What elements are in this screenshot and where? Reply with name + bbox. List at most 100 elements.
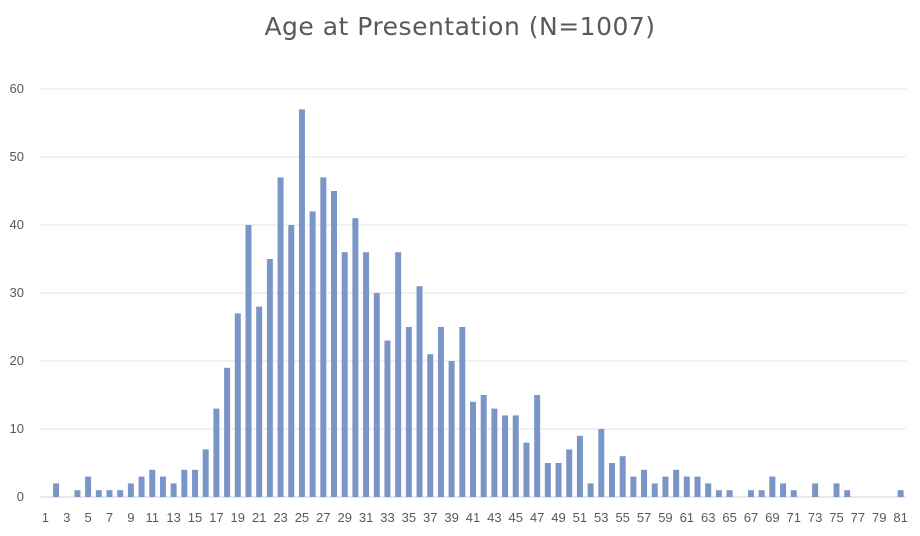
bar-age-56 bbox=[630, 476, 637, 497]
bar-age-16 bbox=[202, 449, 209, 497]
x-tick-label: 65 bbox=[722, 510, 736, 525]
x-tick-label: 51 bbox=[573, 510, 587, 525]
bar-age-52 bbox=[587, 483, 594, 497]
bar-age-17 bbox=[213, 408, 220, 497]
y-tick-label: 60 bbox=[10, 81, 24, 96]
bar-age-54 bbox=[608, 463, 615, 497]
y-tick-label: 40 bbox=[10, 217, 24, 232]
x-tick-label: 55 bbox=[615, 510, 629, 525]
x-tick-label: 5 bbox=[84, 510, 91, 525]
bar-age-33 bbox=[384, 340, 391, 497]
bar-age-40 bbox=[459, 327, 466, 497]
bar-age-43 bbox=[491, 408, 498, 497]
bar-age-67 bbox=[747, 490, 754, 497]
x-tick-label: 77 bbox=[851, 510, 865, 525]
x-tick-label: 29 bbox=[337, 510, 351, 525]
bar-age-44 bbox=[502, 415, 509, 497]
bar-age-24 bbox=[288, 225, 295, 497]
x-tick-label: 17 bbox=[209, 510, 223, 525]
x-tick-label: 71 bbox=[787, 510, 801, 525]
bar-age-55 bbox=[619, 456, 626, 497]
bar-age-47 bbox=[534, 395, 541, 497]
bar-age-51 bbox=[576, 435, 583, 497]
x-tick-label: 49 bbox=[551, 510, 565, 525]
x-tick-label: 33 bbox=[380, 510, 394, 525]
bar-age-4 bbox=[74, 490, 81, 497]
bar-age-57 bbox=[641, 469, 648, 497]
bar-age-15 bbox=[192, 469, 199, 497]
bar-age-69 bbox=[769, 476, 776, 497]
x-tick-label: 1 bbox=[42, 510, 49, 525]
x-tick-label: 11 bbox=[146, 510, 160, 525]
bar-age-18 bbox=[224, 367, 231, 497]
bar-age-75 bbox=[833, 483, 840, 497]
x-tick-label: 73 bbox=[808, 510, 822, 525]
bar-age-59 bbox=[662, 476, 669, 497]
bar-age-49 bbox=[555, 463, 562, 497]
bar-age-61 bbox=[683, 476, 690, 497]
bar-age-8 bbox=[117, 490, 124, 497]
bar-age-30 bbox=[352, 218, 359, 497]
x-tick-label: 43 bbox=[487, 510, 501, 525]
x-tick-label: 3 bbox=[63, 510, 70, 525]
bar-age-20 bbox=[245, 225, 252, 497]
bar-age-41 bbox=[470, 401, 476, 497]
y-tick-label: 20 bbox=[10, 353, 24, 368]
bar-age-12 bbox=[159, 476, 166, 497]
bar-age-21 bbox=[256, 306, 263, 497]
bar-age-10 bbox=[138, 476, 145, 497]
y-tick-label: 10 bbox=[10, 421, 24, 436]
bar-age-11 bbox=[149, 469, 156, 497]
bar-age-39 bbox=[448, 361, 455, 497]
bar-age-81 bbox=[897, 490, 904, 497]
bar-age-63 bbox=[705, 483, 712, 497]
x-tick-label: 45 bbox=[509, 510, 523, 525]
x-tick-label: 59 bbox=[658, 510, 672, 525]
x-tick-label: 15 bbox=[188, 510, 202, 525]
bar-age-19 bbox=[234, 313, 241, 497]
x-tick-label: 67 bbox=[744, 510, 758, 525]
bar-age-65 bbox=[726, 490, 733, 497]
bar-age-13 bbox=[170, 483, 177, 497]
bar-age-42 bbox=[480, 395, 487, 497]
x-tick-label: 79 bbox=[872, 510, 886, 525]
bar-age-35 bbox=[405, 327, 412, 497]
x-tick-label: 61 bbox=[680, 510, 694, 525]
x-tick-label: 35 bbox=[402, 510, 416, 525]
bar-age-34 bbox=[395, 252, 402, 497]
x-tick-label: 13 bbox=[166, 510, 180, 525]
x-tick-label: 57 bbox=[637, 510, 651, 525]
y-tick-label: 50 bbox=[10, 149, 24, 164]
x-tick-label: 37 bbox=[423, 510, 437, 525]
x-tick-label: 19 bbox=[231, 510, 245, 525]
bar-age-29 bbox=[341, 252, 348, 497]
bar-age-31 bbox=[363, 252, 370, 497]
x-tick-label: 39 bbox=[444, 510, 458, 525]
x-tick-label: 23 bbox=[273, 510, 287, 525]
bar-age-73 bbox=[812, 483, 819, 497]
x-tick-label: 47 bbox=[530, 510, 544, 525]
bars bbox=[53, 109, 904, 498]
bar-age-68 bbox=[758, 490, 765, 497]
x-tick-label: 41 bbox=[466, 510, 480, 525]
bar-age-27 bbox=[320, 177, 327, 497]
bar-age-70 bbox=[780, 483, 787, 497]
y-tick-label: 30 bbox=[10, 285, 24, 300]
gridlines bbox=[40, 88, 906, 430]
bar-age-25 bbox=[298, 109, 305, 498]
x-tick-label: 81 bbox=[893, 510, 907, 525]
x-tick-label: 9 bbox=[127, 510, 134, 525]
bar-age-22 bbox=[266, 259, 273, 497]
x-tick-label: 7 bbox=[106, 510, 113, 525]
bar-age-50 bbox=[566, 449, 573, 497]
y-tick-label: 0 bbox=[17, 489, 24, 504]
bar-age-6 bbox=[95, 490, 102, 497]
bar-age-37 bbox=[427, 354, 434, 497]
bar-age-32 bbox=[373, 293, 380, 497]
bar-age-46 bbox=[523, 442, 530, 497]
bar-age-7 bbox=[106, 490, 113, 497]
bar-age-62 bbox=[694, 476, 701, 497]
chart-title: Age at Presentation (N=1007) bbox=[264, 12, 656, 41]
